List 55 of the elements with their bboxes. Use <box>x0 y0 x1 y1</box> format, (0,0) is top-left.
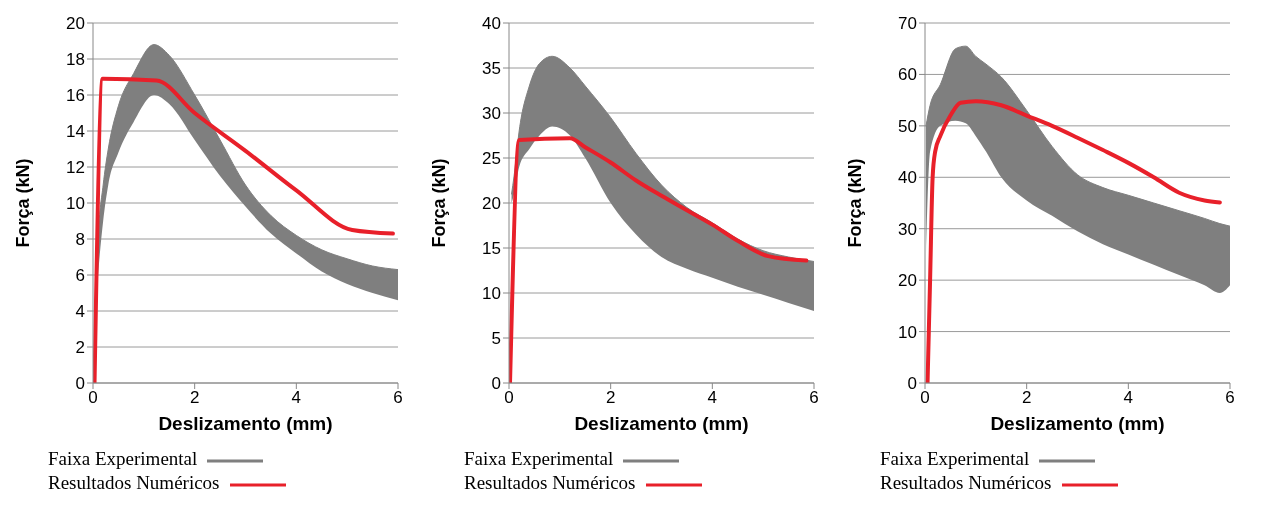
y-tick-label: 40 <box>898 168 917 188</box>
y-tick-label: 0 <box>75 374 85 394</box>
x-tick-label: 2 <box>1021 388 1032 408</box>
y-tick-label: 12 <box>66 158 85 178</box>
y-tick-label: 60 <box>898 65 917 85</box>
y-tick-label: 10 <box>66 194 85 214</box>
y-tick-label: 35 <box>482 59 501 79</box>
y-tick-label: 30 <box>482 104 501 124</box>
legend-label: Resultados Numéricos <box>464 472 636 494</box>
y-tick-label: 0 <box>491 374 501 394</box>
y-axis-title: Força (kN) <box>845 158 866 248</box>
x-tick-label: 4 <box>1123 388 1134 408</box>
y-tick-label: 10 <box>898 322 917 342</box>
x-tick-label: 4 <box>707 388 718 408</box>
y-tick-label: 2 <box>75 338 85 358</box>
legend-label: Faixa Experimental <box>464 448 614 470</box>
y-tick-label: 25 <box>482 149 501 169</box>
y-tick-label: 5 <box>491 329 501 349</box>
y-tick-label: 20 <box>482 194 501 214</box>
y-tick-label: 18 <box>66 50 85 70</box>
legend-label: Resultados Numéricos <box>48 472 220 494</box>
x-tick-label: 0 <box>88 388 98 408</box>
y-tick-label: 0 <box>907 374 917 394</box>
y-axis-title: Força (kN) <box>429 158 450 248</box>
y-tick-label: 8 <box>75 230 85 250</box>
y-tick-label: 20 <box>66 14 85 34</box>
y-tick-label: 50 <box>898 116 917 136</box>
x-tick-label: 6 <box>809 388 819 408</box>
y-tick-label: 16 <box>66 86 85 106</box>
x-tick-label: 6 <box>1225 388 1235 408</box>
legend-label: Faixa Experimental <box>48 448 198 470</box>
line-series <box>509 136 809 383</box>
y-tick-label: 40 <box>482 14 501 34</box>
x-tick-label: 2 <box>189 388 200 408</box>
line-series <box>925 99 1222 383</box>
y-tick-label: 14 <box>66 122 85 142</box>
x-axis-title: Deslizamento (mm) <box>574 413 749 434</box>
legend-label: Faixa Experimental <box>880 448 1030 470</box>
line-series <box>93 76 395 383</box>
y-tick-label: 6 <box>75 266 85 286</box>
y-tick-label: 70 <box>898 14 917 34</box>
y-tick-label: 30 <box>898 219 917 239</box>
x-tick-label: 6 <box>393 388 403 408</box>
legend-label: Resultados Numéricos <box>880 472 1052 494</box>
x-tick-label: 2 <box>605 388 616 408</box>
x-tick-label: 0 <box>920 388 930 408</box>
y-tick-label: 15 <box>482 239 501 259</box>
x-tick-label: 0 <box>504 388 514 408</box>
y-tick-label: 10 <box>482 284 501 304</box>
y-tick-label: 20 <box>898 271 917 291</box>
x-axis-title: Deslizamento (mm) <box>990 413 1165 434</box>
y-tick-label: 4 <box>75 302 85 322</box>
y-axis-title: Força (kN) <box>13 158 34 248</box>
x-tick-label: 4 <box>291 388 302 408</box>
x-axis-title: Deslizamento (mm) <box>158 413 333 434</box>
